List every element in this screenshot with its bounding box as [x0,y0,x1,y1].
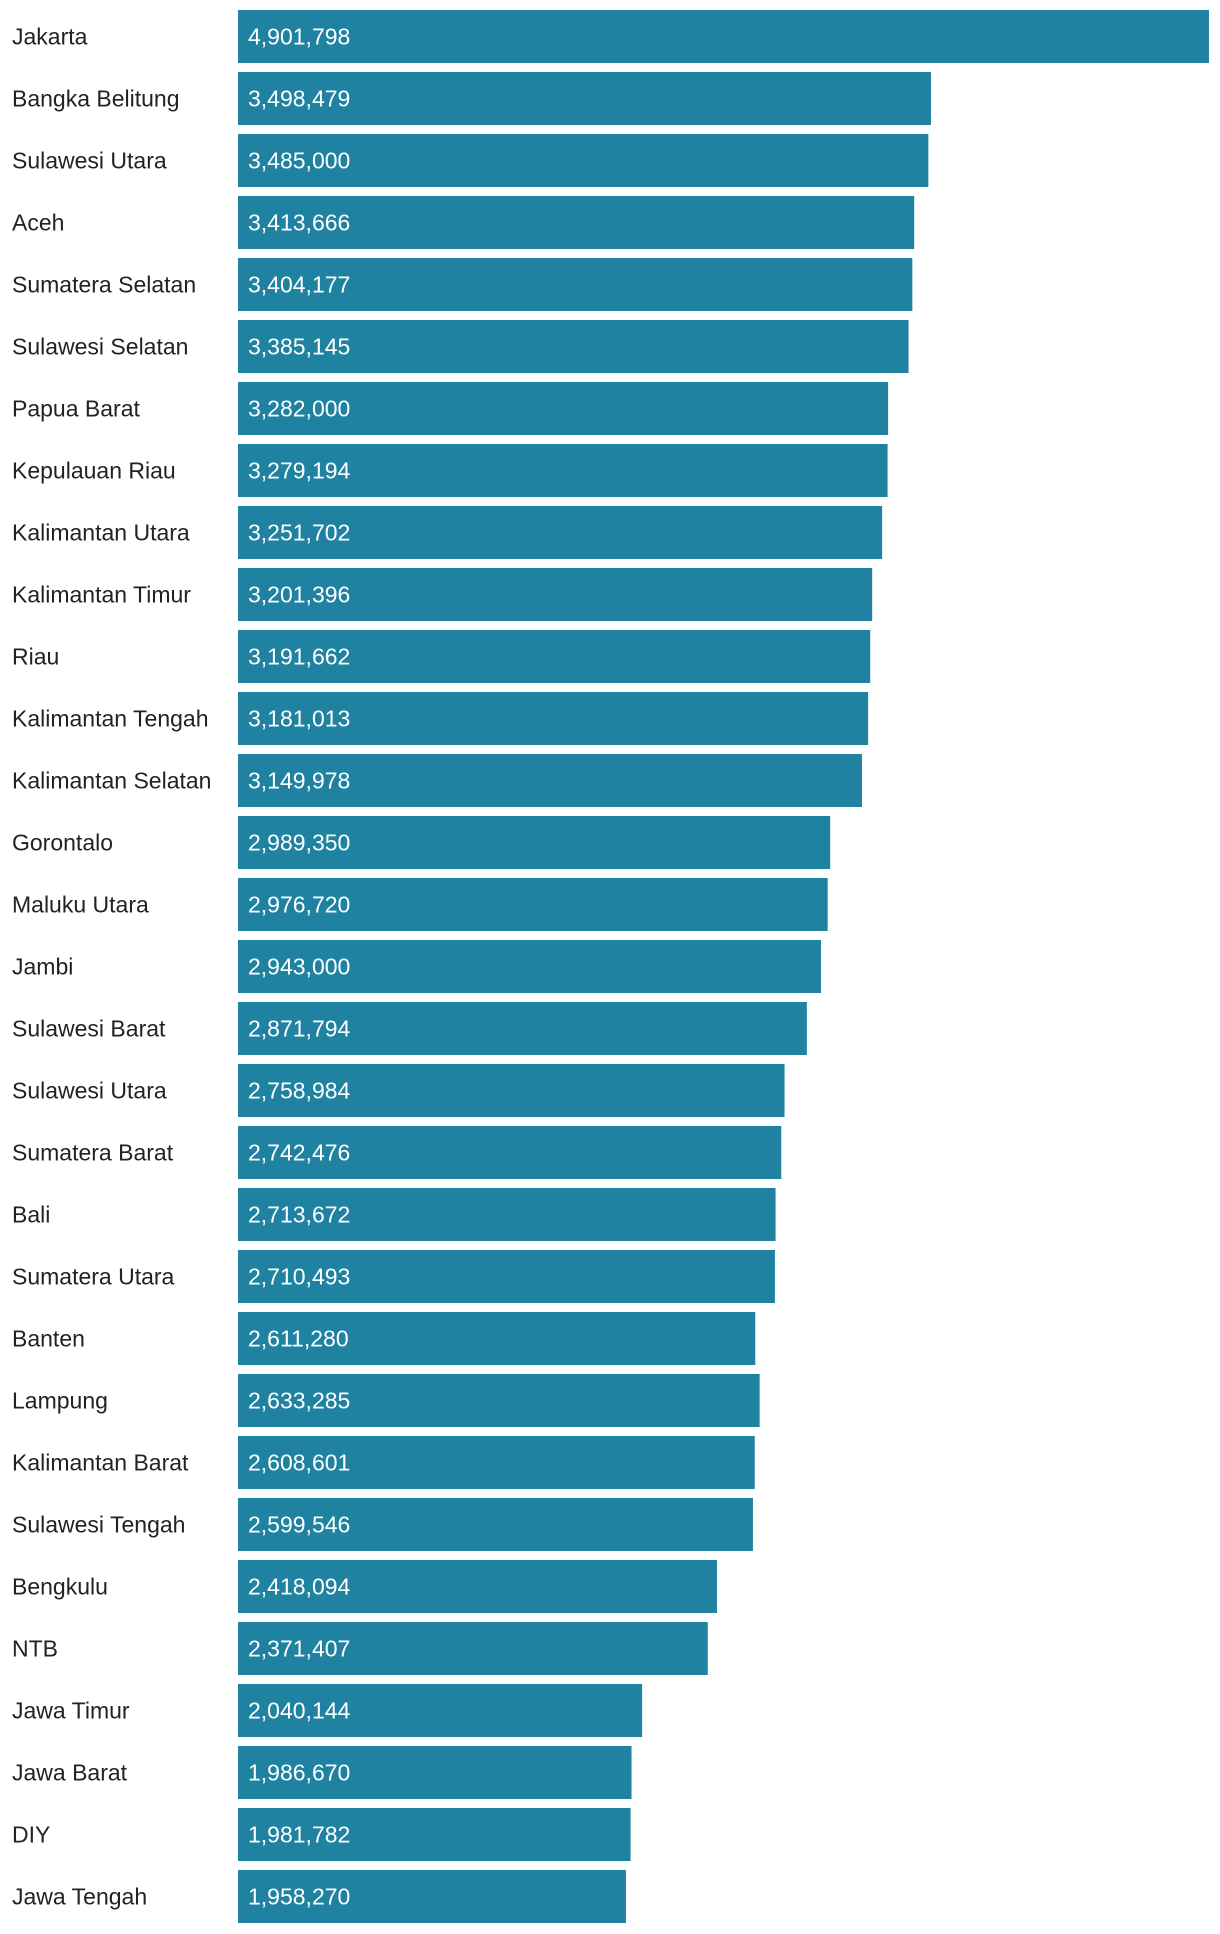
bar-value-label: 3,251,702 [248,520,350,546]
bar [238,1250,775,1303]
bar-value-label: 3,485,000 [248,148,350,174]
bar [238,692,869,745]
bar-value-label: 2,976,720 [248,892,350,918]
category-label: Kalimantan Barat [12,1450,189,1476]
bar [238,258,913,311]
bar-value-label: 2,633,285 [248,1388,350,1414]
category-label: Sumatera Utara [12,1264,175,1290]
bar-value-label: 2,599,546 [248,1512,350,1538]
value-labels: 4,901,798 3,498,479 3,485,000 3,413,666 3,40… [248,24,351,1910]
bar-value-label: 1,958,270 [248,1884,350,1910]
bar [238,754,862,807]
bar [238,72,932,125]
bar-value-label: 1,981,782 [248,1822,350,1848]
bar-value-label: 2,758,984 [248,1078,351,1104]
category-labels: Jakarta Bangka Belitung Sulawesi Utara Aceh… [12,24,211,1910]
bar [238,1188,776,1241]
category-label: Banten [12,1326,85,1352]
category-label: Sumatera Selatan [12,272,196,298]
bar [238,196,915,249]
bar-value-label: 3,413,666 [248,210,350,236]
category-label: Riau [12,644,59,670]
bar-value-label: 2,710,493 [248,1264,350,1290]
bar-value-label: 4,901,798 [248,24,350,50]
bar-value-label: 3,385,145 [248,334,350,360]
category-label: Bengkulu [12,1574,108,1600]
category-label: Bangka Belitung [12,86,180,112]
bar-value-label: 2,418,094 [248,1574,351,1600]
bar [238,1312,756,1365]
category-label: Papua Barat [12,396,140,422]
bar-value-label: 3,404,177 [248,272,350,298]
bar [238,1870,626,1923]
category-label: Jakarta [12,24,88,50]
category-label: DIY [12,1822,50,1848]
bar [238,1684,643,1737]
bar [238,134,929,187]
category-label: Jawa Barat [12,1760,128,1786]
bar [238,1374,760,1427]
category-label: Sulawesi Barat [12,1016,166,1042]
category-label: Jambi [12,954,73,980]
category-label: Kepulauan Riau [12,458,176,484]
bar-value-label: 2,611,280 [248,1326,349,1352]
category-label: Sulawesi Utara [12,148,167,174]
category-label: Sulawesi Tengah [12,1512,185,1538]
bar [238,940,821,993]
bar [238,506,883,559]
bar [238,1560,718,1613]
category-label: Jawa Tengah [12,1884,147,1910]
bar-value-label: 2,871,794 [248,1016,351,1042]
bar-value-label: 3,282,000 [248,396,350,422]
bar [238,1126,782,1179]
bar [238,382,889,435]
category-label: Gorontalo [12,830,113,856]
bar-value-label: 3,279,194 [248,458,351,484]
bar-value-label: 3,201,396 [248,582,350,608]
bar-value-label: 2,040,144 [248,1698,351,1724]
bars [238,10,1209,1923]
bar [238,1622,708,1675]
bar [238,1746,632,1799]
category-label: Jawa Timur [12,1698,130,1724]
bar-value-label: 2,989,350 [248,830,350,856]
bar [238,1064,785,1117]
bar-value-label: 2,943,000 [248,954,350,980]
bar [238,320,909,373]
bar [238,10,1209,63]
bar [238,444,888,497]
bar-value-label: 2,371,407 [248,1636,350,1662]
category-label: Sulawesi Utara [12,1078,167,1104]
bar-value-label: 3,191,662 [248,644,350,670]
bar-value-label: 3,181,013 [248,706,350,732]
category-label: Kalimantan Selatan [12,768,211,794]
bar [238,568,873,621]
category-label: Sumatera Barat [12,1140,174,1166]
bar-value-label: 1,986,670 [248,1760,350,1786]
bar [238,1498,753,1551]
bar [238,630,871,683]
category-label: Kalimantan Utara [12,520,190,546]
bar [238,1808,631,1861]
bar [238,878,828,931]
category-label: Sulawesi Selatan [12,334,188,360]
category-label: Aceh [12,210,64,236]
bar-value-label: 2,742,476 [248,1140,350,1166]
category-label: Bali [12,1202,50,1228]
bar [238,1436,755,1489]
category-label: Maluku Utara [12,892,149,918]
category-label: Kalimantan Timur [12,582,191,608]
bar-value-label: 2,713,672 [248,1202,350,1228]
category-label: NTB [12,1636,58,1662]
category-label: Kalimantan Tengah [12,706,209,732]
category-label: Lampung [12,1388,108,1414]
bar-value-label: 3,149,978 [248,768,350,794]
bar [238,1002,807,1055]
bar-value-label: 2,608,601 [248,1450,350,1476]
bar-value-label: 3,498,479 [248,86,350,112]
bar [238,816,831,869]
